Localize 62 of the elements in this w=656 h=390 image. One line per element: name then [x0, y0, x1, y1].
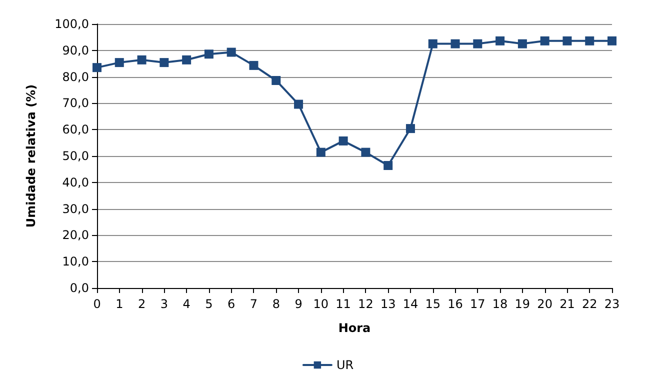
x-tick-label: 12 — [358, 297, 374, 311]
x-tick-label: 22 — [582, 297, 598, 311]
point — [608, 36, 616, 46]
point — [406, 124, 415, 134]
legend-label: UR — [336, 358, 354, 372]
x-tick-label: 23 — [604, 297, 620, 311]
y-tick-label: 100,0 — [54, 17, 89, 31]
y-axis-title: Umidade relativa (%) — [24, 84, 38, 228]
x-tick-label: 2 — [138, 297, 146, 311]
x-tick-label: 18 — [492, 297, 508, 311]
point — [226, 48, 236, 57]
point — [294, 100, 304, 109]
point — [518, 39, 527, 48]
x-tick-label: 1 — [116, 297, 124, 311]
y-tick-label: 30,0 — [62, 202, 89, 216]
point — [160, 58, 169, 68]
point — [272, 76, 281, 85]
y-tick-label: 40,0 — [62, 175, 89, 190]
x-tick-label: 0 — [93, 297, 101, 311]
x-tick-label: 5 — [205, 297, 213, 311]
x-tick-label: 20 — [537, 297, 552, 311]
y-tick-label: 0,0 — [70, 281, 89, 295]
x-tick-label: 10 — [313, 297, 329, 311]
point — [496, 36, 505, 46]
point — [384, 161, 393, 170]
x-axis-title: Hora — [338, 321, 371, 335]
x-tick-label: 17 — [470, 297, 486, 311]
point — [428, 39, 438, 48]
point — [182, 55, 192, 64]
point — [204, 50, 214, 59]
x-tick-label: 11 — [336, 297, 351, 311]
point — [540, 36, 550, 46]
x-tick-label: 13 — [380, 297, 396, 311]
y-tick-label: 10,0 — [62, 254, 89, 269]
x-tick-label: 19 — [514, 297, 530, 311]
point — [316, 148, 326, 157]
y-tick-label: 60,0 — [62, 122, 89, 137]
point — [249, 60, 258, 70]
point — [137, 55, 146, 64]
y-tick-label: 70,0 — [62, 96, 89, 110]
y-tick-label: 50,0 — [62, 149, 89, 163]
point — [114, 58, 124, 68]
x-tick-label: 3 — [160, 297, 168, 311]
y-tick-label: 90,0 — [62, 43, 89, 58]
x-tick-label: 21 — [560, 297, 575, 311]
x-tick-label: 7 — [250, 297, 258, 311]
x-tick-label: 6 — [228, 297, 236, 311]
x-tick-label: 16 — [448, 297, 463, 311]
point — [361, 148, 370, 157]
point — [92, 63, 102, 72]
x-tick-label: 15 — [425, 297, 441, 311]
point — [473, 39, 482, 48]
point — [450, 39, 460, 48]
x-tick-label: 14 — [402, 297, 418, 311]
point — [338, 136, 348, 146]
point — [562, 36, 572, 46]
y-tick-label: 20,0 — [62, 228, 89, 242]
x-tick-label: 4 — [182, 297, 190, 311]
point — [585, 36, 594, 46]
x-tick-label: 9 — [294, 297, 302, 311]
x-tick-label: 8 — [272, 297, 280, 311]
y-tick-label: 80,0 — [62, 70, 89, 84]
